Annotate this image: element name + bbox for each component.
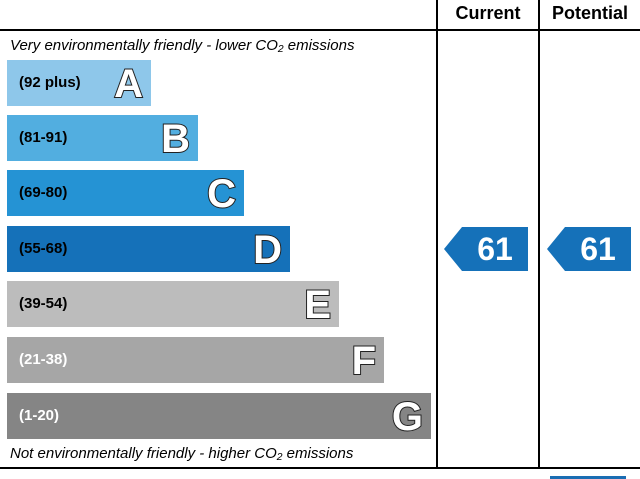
- rating-bar-c: (69-80) C: [7, 170, 244, 217]
- next-section-edge: [550, 476, 626, 479]
- rating-bar-g: (1-20) G: [7, 393, 431, 440]
- rating-bar-a: (92 plus) A: [7, 60, 151, 107]
- rating-range-label: (39-54): [19, 295, 68, 312]
- potential-rating-arrow: 61: [547, 227, 631, 271]
- current-rating-arrow: 61: [444, 227, 528, 271]
- potential-arrow-shape: [547, 227, 631, 271]
- rating-band-letter: F: [351, 338, 377, 384]
- rating-band-letter: D: [252, 227, 283, 273]
- rating-range-label: (81-91): [19, 129, 68, 146]
- rating-range-label: (69-80): [19, 184, 68, 201]
- rating-band-letter: A: [113, 61, 144, 107]
- rating-bar-d: (55-68) D: [7, 226, 290, 273]
- current-column-header: Current: [455, 3, 521, 23]
- top-border: [0, 29, 640, 31]
- rating-range-label: (55-68): [19, 240, 68, 257]
- divider-potential: [538, 0, 540, 469]
- rating-bar-f: (21-38) F: [7, 337, 384, 384]
- rating-band-letter: G: [391, 394, 424, 440]
- rating-bar-b: (81-91) B: [7, 115, 198, 162]
- rating-band-letter: E: [303, 282, 332, 328]
- bottom-caption: Not environmentally friendly - higher CO…: [10, 445, 354, 462]
- current-rating-value: 61: [477, 231, 513, 267]
- potential-column-header: Potential: [551, 3, 628, 23]
- rating-band-letter: C: [206, 171, 237, 217]
- rating-range-label: (21-38): [19, 351, 68, 368]
- current-arrow-shape: [444, 227, 528, 271]
- divider-current: [436, 0, 438, 469]
- rating-range-label: (92 plus): [19, 74, 81, 91]
- top-caption: Very environmentally friendly - lower CO…: [10, 37, 355, 54]
- potential-rating-value: 61: [580, 231, 616, 267]
- bottom-border: [0, 467, 640, 469]
- rating-band-letter: B: [160, 116, 191, 162]
- rating-bar-e: (39-54) E: [7, 281, 339, 328]
- rating-range-label: (1-20): [19, 407, 60, 424]
